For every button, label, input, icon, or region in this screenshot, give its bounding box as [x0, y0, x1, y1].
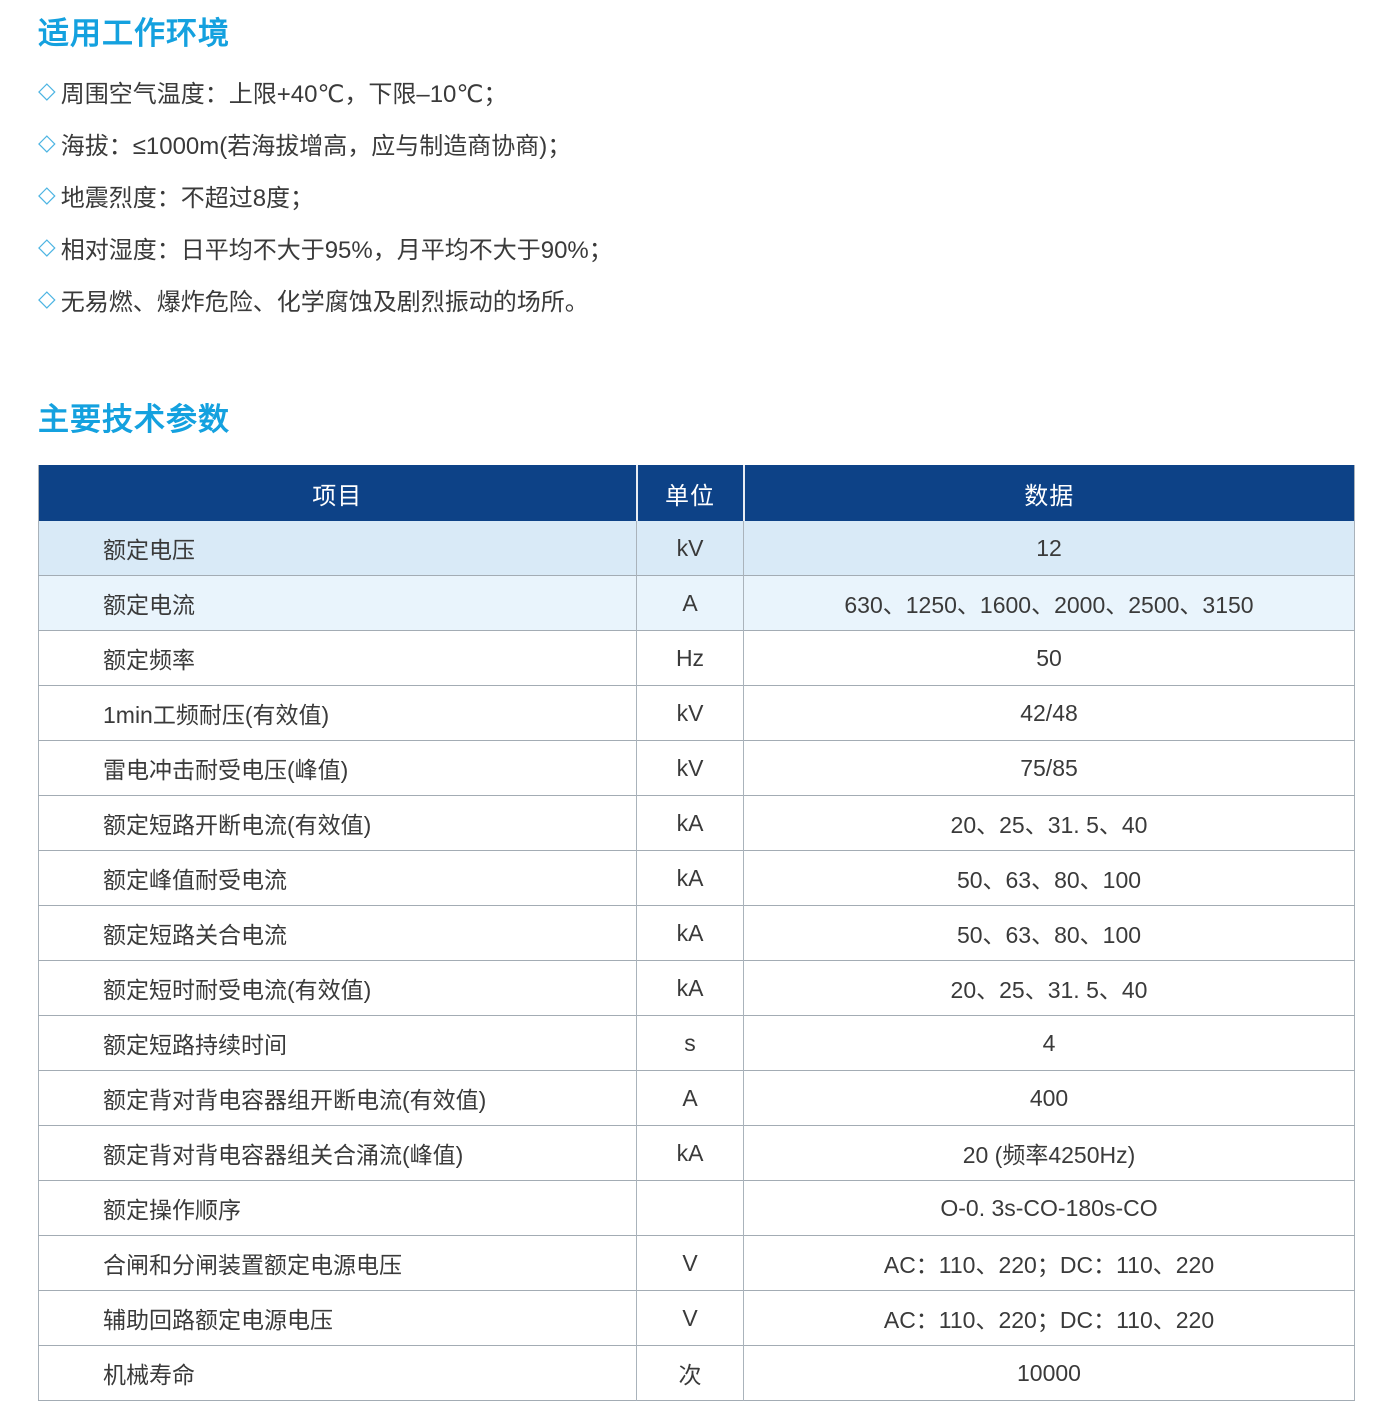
- data-cell: 50: [743, 630, 1355, 686]
- unit-cell: kV: [636, 521, 744, 576]
- item-cell: 额定操作顺序: [38, 1180, 637, 1236]
- table-row: 额定操作顺序 O-0. 3s-CO-180s-CO: [38, 1180, 1355, 1236]
- unit-cell: kV: [636, 685, 744, 741]
- item-cell: 额定背对背电容器组开断电流(有效值): [38, 1070, 637, 1126]
- data-cell: AC：110、220；DC：110、220: [743, 1290, 1355, 1346]
- header-unit: 单位: [636, 465, 745, 522]
- table-row: 额定短路开断电流(有效值) kA 20、25、31. 5、40: [38, 795, 1355, 851]
- unit-cell: kA: [636, 1125, 744, 1181]
- technical-parameters-table: 项目 单位 数据 额定电压 kV 12 额定电流 A 630、1250、1600…: [38, 465, 1355, 1401]
- diamond-bullet-icon: ◇: [38, 181, 56, 208]
- diamond-bullet-icon: ◇: [38, 77, 56, 104]
- data-cell: 50、63、80、100: [743, 850, 1355, 906]
- data-cell: O-0. 3s-CO-180s-CO: [743, 1180, 1355, 1236]
- list-item: ◇ 地震烈度：不超过8度；: [38, 170, 1358, 222]
- data-cell: 50、63、80、100: [743, 905, 1355, 961]
- list-item: ◇ 海拔：≤1000m(若海拔增高，应与制造商协商)；: [38, 118, 1358, 170]
- table-header-row: 项目 单位 数据: [38, 465, 1355, 522]
- data-cell: 20 (频率4250Hz): [743, 1125, 1355, 1181]
- unit-cell: V: [636, 1290, 744, 1346]
- table-row: 机械寿命 次 10000: [38, 1345, 1355, 1401]
- list-item-text: 无易燃、爆炸危险、化学腐蚀及剧烈振动的场所。: [60, 289, 589, 317]
- unit-cell: 次: [636, 1345, 744, 1401]
- data-cell: 42/48: [743, 685, 1355, 741]
- data-cell: 75/85: [743, 740, 1355, 796]
- item-cell: 额定频率: [38, 630, 637, 686]
- diamond-bullet-icon: ◇: [38, 285, 56, 312]
- unit-cell: kV: [636, 740, 744, 796]
- list-item-text: 海拔：≤1000m(若海拔增高，应与制造商协商)；: [60, 133, 572, 161]
- table-row: 额定电流 A 630、1250、1600、2000、2500、3150: [38, 575, 1355, 631]
- list-item: ◇ 周围空气温度：上限+40℃，下限–10℃；: [38, 66, 1358, 118]
- table-header: 项目 单位 数据: [38, 465, 1355, 522]
- data-cell: 630、1250、1600、2000、2500、3150: [743, 575, 1355, 631]
- table-row: 额定电压 kV 12: [38, 521, 1355, 576]
- environment-section-title: 适用工作环境: [38, 16, 230, 51]
- item-cell: 额定电压: [38, 521, 637, 576]
- data-cell: 400: [743, 1070, 1355, 1126]
- unit-cell: s: [636, 1015, 744, 1071]
- unit-cell: kA: [636, 960, 744, 1016]
- item-cell: 合闸和分闸装置额定电源电压: [38, 1235, 637, 1291]
- item-cell: 1min工频耐压(有效值): [38, 685, 637, 741]
- table-row: 雷电冲击耐受电压(峰值) kV 75/85: [38, 740, 1355, 796]
- data-cell: 12: [1036, 534, 1062, 561]
- unit-cell: A: [636, 1070, 744, 1126]
- table-row: 额定频率 Hz 50: [38, 630, 1355, 686]
- item-cell: 额定短路关合电流: [38, 905, 637, 961]
- data-cell: 20、25、31. 5、40: [743, 795, 1355, 851]
- table-row: 合闸和分闸装置额定电源电压 V AC：110、220；DC：110、220: [38, 1235, 1355, 1291]
- unit-cell: kA: [636, 850, 744, 906]
- list-item: ◇ 无易燃、爆炸危险、化学腐蚀及剧烈振动的场所。: [38, 274, 1358, 326]
- item-cell: 辅助回路额定电源电压: [38, 1290, 637, 1346]
- item-cell: 额定短路持续时间: [38, 1015, 637, 1071]
- table-row: 1min工频耐压(有效值) kV 42/48: [38, 685, 1355, 741]
- list-item-text: 地震烈度：不超过8度；: [60, 185, 315, 213]
- unit-cell: A: [636, 575, 744, 631]
- table-row: 额定峰值耐受电流 kA 50、63、80、100: [38, 850, 1355, 906]
- unit-cell: kA: [636, 795, 744, 851]
- table-row: 额定短路关合电流 kA 50、63、80、100: [38, 905, 1355, 961]
- item-cell: 雷电冲击耐受电压(峰值): [38, 740, 637, 796]
- environment-list: ◇ 周围空气温度：上限+40℃，下限–10℃； ◇ 海拔：≤1000m(若海拔增…: [38, 66, 1358, 326]
- item-cell: 额定电流: [38, 575, 637, 631]
- unit-cell: [636, 1180, 744, 1236]
- parameters-section-title: 主要技术参数: [38, 401, 230, 437]
- data-cell: 4: [743, 1015, 1355, 1071]
- data-cell: AC：110、220；DC：110、220: [743, 1235, 1355, 1291]
- data-cell: 10000: [743, 1345, 1355, 1401]
- list-item-text: 周围空气温度：上限+40℃，下限–10℃；: [60, 81, 508, 109]
- header-data: 数据: [743, 465, 1355, 522]
- item-cell: 额定短时耐受电流(有效值): [38, 960, 637, 1016]
- diamond-bullet-icon: ◇: [38, 233, 56, 260]
- item-cell: 额定背对背电容器组关合涌流(峰值): [38, 1125, 637, 1181]
- table-row: 辅助回路额定电源电压 V AC：110、220；DC：110、220: [38, 1290, 1355, 1346]
- data-cell: 20、25、31. 5、40: [743, 960, 1355, 1016]
- item-cell: 机械寿命: [38, 1345, 637, 1401]
- table-row: 额定短时耐受电流(有效值) kA 20、25、31. 5、40: [38, 960, 1355, 1016]
- list-item: ◇ 相对湿度：日平均不大于95%，月平均不大于90%；: [38, 222, 1358, 274]
- table-row: 额定背对背电容器组关合涌流(峰值) kA 20 (频率4250Hz): [38, 1125, 1355, 1181]
- item-cell: 额定短路开断电流(有效值): [38, 795, 637, 851]
- list-item-text: 相对湿度：日平均不大于95%，月平均不大于90%；: [60, 237, 613, 265]
- unit-cell: kA: [636, 905, 744, 961]
- diamond-bullet-icon: ◇: [38, 129, 56, 156]
- table-row: 额定短路持续时间 s 4: [38, 1015, 1355, 1071]
- header-item: 项目: [38, 465, 638, 522]
- table-row: 额定背对背电容器组开断电流(有效值) A 400: [38, 1070, 1355, 1126]
- unit-cell: V: [636, 1235, 744, 1291]
- unit-cell: Hz: [636, 630, 744, 686]
- item-cell: 额定峰值耐受电流: [38, 850, 637, 906]
